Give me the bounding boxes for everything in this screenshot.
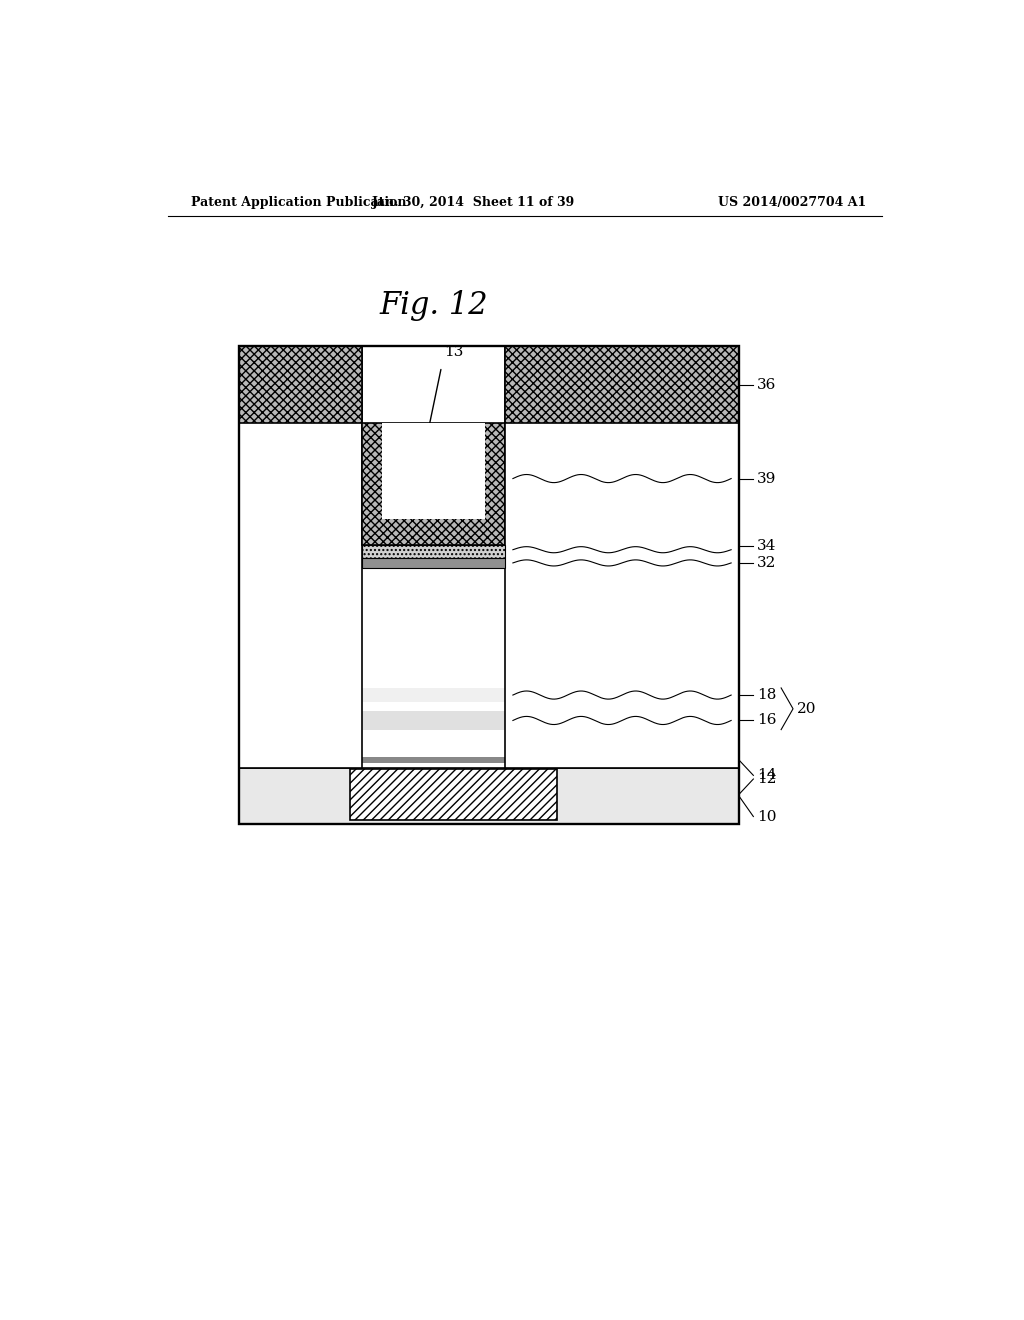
Text: US 2014/0027704 A1: US 2014/0027704 A1 (718, 195, 866, 209)
Text: 18: 18 (758, 688, 776, 702)
Bar (240, 346, 362, 768)
Text: 10: 10 (758, 809, 777, 824)
Bar (362, 758, 739, 763)
Bar (350, 768, 557, 820)
Bar (362, 688, 739, 702)
Text: Jan. 30, 2014  Sheet 11 of 39: Jan. 30, 2014 Sheet 11 of 39 (372, 195, 574, 209)
Bar (240, 768, 739, 824)
Text: 13: 13 (443, 345, 463, 359)
Text: Patent Application Publication: Patent Application Publication (191, 195, 407, 209)
Text: 36: 36 (758, 378, 776, 392)
Text: 12: 12 (758, 772, 777, 785)
Text: 39: 39 (758, 471, 776, 486)
Bar (240, 346, 362, 422)
Text: 20: 20 (797, 702, 816, 715)
Bar (240, 346, 739, 824)
Bar (382, 422, 485, 519)
Bar (362, 711, 739, 730)
Text: 14: 14 (758, 768, 777, 783)
Bar (240, 346, 739, 768)
Bar (362, 422, 505, 545)
Text: 34: 34 (758, 539, 776, 553)
Bar (362, 558, 505, 568)
Text: 16: 16 (758, 714, 777, 727)
Text: 32: 32 (758, 556, 776, 570)
Bar (505, 346, 739, 768)
Text: Fig. 12: Fig. 12 (379, 290, 487, 321)
Bar (362, 545, 505, 558)
Bar (505, 346, 739, 422)
